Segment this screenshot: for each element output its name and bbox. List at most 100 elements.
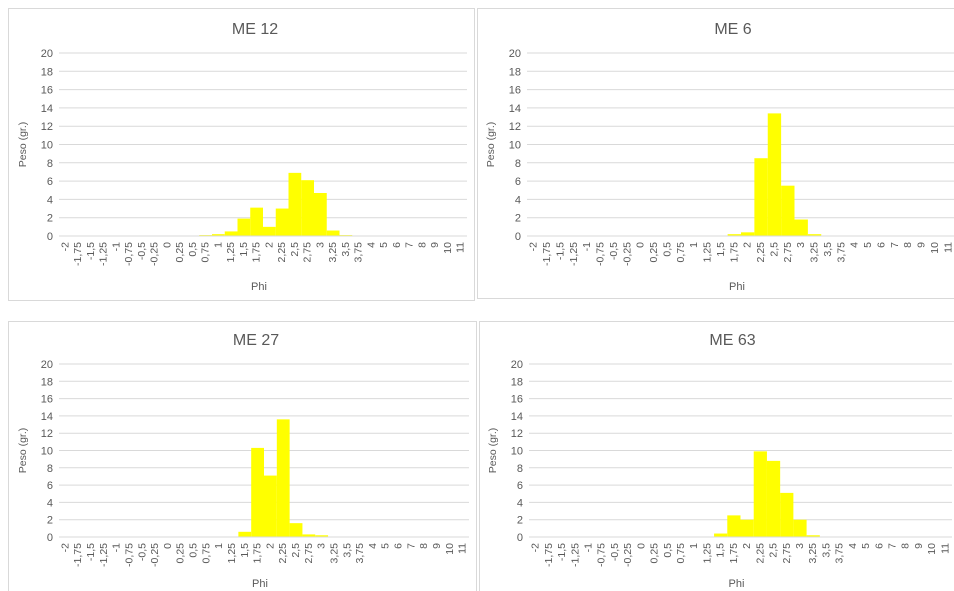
x-tick-label: 1,25 bbox=[225, 242, 237, 263]
bar bbox=[238, 531, 252, 537]
x-tick-label: 0,75 bbox=[200, 543, 212, 564]
bar bbox=[793, 519, 807, 537]
x-tick-label: 3 bbox=[316, 543, 328, 549]
chart-panel-me-27: ME 27 0 2 4 6 8 10 12 14 16 18 20 -2 -1,75 -1,5 -1,25 -1… bbox=[8, 321, 477, 591]
x-tick-label: 1,5 bbox=[715, 543, 727, 558]
bar bbox=[288, 172, 302, 236]
x-tick-label: 3,5 bbox=[341, 543, 353, 558]
x-tick-label: 0 bbox=[162, 543, 174, 549]
x-tick-label: 9 bbox=[916, 242, 928, 248]
y-tick-label: 14 bbox=[509, 103, 521, 115]
chart-panel-me-6: ME 6 0 2 4 6 8 10 12 14 16 18 20 -2 -1,75 -1,5 -1,25 -1-… bbox=[477, 8, 954, 299]
x-tick-label: 11 bbox=[939, 543, 951, 554]
x-tick-label: 0,75 bbox=[675, 543, 687, 564]
x-tick-label: 1,25 bbox=[701, 543, 713, 564]
bar bbox=[302, 534, 316, 537]
x-tick-label: 3,75 bbox=[353, 242, 365, 263]
x-tick-label: 5 bbox=[860, 543, 872, 549]
bar bbox=[315, 535, 329, 537]
x-tick-label: -1,5 bbox=[554, 242, 566, 260]
x-tick-label: -1,5 bbox=[85, 242, 97, 260]
x-tick-label: -1,25 bbox=[568, 242, 580, 266]
chart-title: ME 63 bbox=[709, 332, 755, 349]
x-tick-label: 2 bbox=[742, 242, 754, 248]
x-tick-label: 11 bbox=[942, 242, 954, 253]
x-tick-label: 0,25 bbox=[175, 543, 187, 564]
x-tick-label: 1,5 bbox=[715, 242, 727, 257]
x-tick-label: 2 bbox=[263, 242, 275, 248]
bar bbox=[794, 219, 808, 236]
x-tick-label: 6 bbox=[873, 543, 885, 549]
x-tick-label: 3,5 bbox=[340, 242, 352, 257]
y-tick-label: 8 bbox=[47, 158, 53, 170]
x-tick-label: 2,5 bbox=[289, 242, 301, 257]
x-tick-label: -1,25 bbox=[98, 543, 110, 567]
bar bbox=[314, 192, 327, 236]
x-tick-label: 7 bbox=[405, 543, 417, 549]
x-tick-label: -0,25 bbox=[149, 543, 161, 567]
x-tick-label: 5 bbox=[380, 543, 392, 549]
x-tick-label: 2,75 bbox=[303, 543, 315, 564]
x-tick-label: -1 bbox=[111, 543, 123, 552]
y-tick-label: 6 bbox=[47, 480, 53, 492]
y-tick-label: 4 bbox=[47, 194, 53, 206]
x-tick-label: 2 bbox=[264, 543, 276, 549]
x-tick-label: 2,5 bbox=[768, 242, 780, 257]
x-tick-label: 3,25 bbox=[327, 242, 339, 263]
x-tick-label: 1 bbox=[688, 543, 700, 549]
x-tick-label: 3 bbox=[794, 543, 806, 549]
x-tick-label: 6 bbox=[391, 242, 403, 248]
x-tick-label: 10 bbox=[929, 242, 941, 254]
x-tick-label: -1,75 bbox=[543, 543, 555, 567]
y-tick-label: 16 bbox=[511, 394, 523, 406]
x-tick-label: 5 bbox=[378, 242, 390, 248]
x-tick-label: 1 bbox=[688, 242, 700, 248]
y-axis-label: Peso (gr.) bbox=[485, 122, 497, 168]
x-tick-label: 8 bbox=[900, 543, 912, 549]
x-tick-label: 2,25 bbox=[755, 242, 767, 263]
bar bbox=[237, 218, 251, 236]
x-tick-label: 3,75 bbox=[354, 543, 366, 564]
x-tick-label: 7 bbox=[404, 242, 416, 248]
x-tick-label: 0,25 bbox=[649, 543, 661, 564]
y-tick-label: 4 bbox=[517, 497, 523, 509]
y-tick-label: 6 bbox=[517, 480, 523, 492]
bar bbox=[727, 515, 741, 537]
y-tick-label: 16 bbox=[509, 85, 521, 97]
x-tick-label: -2 bbox=[59, 242, 71, 251]
x-tick-label: 0,5 bbox=[661, 242, 673, 257]
x-tick-label: 1 bbox=[213, 543, 225, 549]
y-tick-label: 14 bbox=[41, 103, 53, 115]
x-tick-label: -1 bbox=[582, 543, 594, 552]
x-tick-label: 10 bbox=[926, 543, 938, 555]
x-tick-label: -1,75 bbox=[541, 242, 553, 266]
x-tick-label: 3,5 bbox=[820, 543, 832, 558]
y-tick-label: 10 bbox=[511, 446, 523, 458]
bar bbox=[727, 234, 741, 236]
y-tick-label: 2 bbox=[47, 213, 53, 225]
x-tick-label: 0,5 bbox=[662, 543, 674, 558]
x-tick-label: 3,25 bbox=[807, 543, 819, 564]
y-tick-label: 6 bbox=[47, 176, 53, 188]
x-tick-label: 5 bbox=[862, 242, 874, 248]
y-tick-label: 18 bbox=[509, 66, 521, 78]
y-tick-label: 0 bbox=[515, 231, 521, 243]
x-tick-label: 7 bbox=[889, 242, 901, 248]
x-tick-label: -1 bbox=[110, 242, 122, 251]
bar bbox=[740, 519, 754, 537]
x-tick-label: 4 bbox=[367, 543, 379, 549]
x-tick-label: 11 bbox=[455, 242, 467, 253]
bar bbox=[753, 451, 767, 537]
y-tick-label: 12 bbox=[41, 428, 53, 440]
x-tick-label: -0,75 bbox=[123, 543, 135, 567]
x-tick-label: -0,75 bbox=[596, 543, 608, 567]
x-tick-label: 9 bbox=[431, 543, 443, 549]
chart-title: ME 6 bbox=[714, 21, 751, 38]
x-tick-label: 1,75 bbox=[251, 242, 263, 263]
y-axis-label: Peso (gr.) bbox=[17, 122, 29, 168]
y-tick-label: 8 bbox=[515, 158, 521, 170]
x-tick-label: 10 bbox=[444, 543, 456, 555]
bar bbox=[766, 460, 781, 537]
